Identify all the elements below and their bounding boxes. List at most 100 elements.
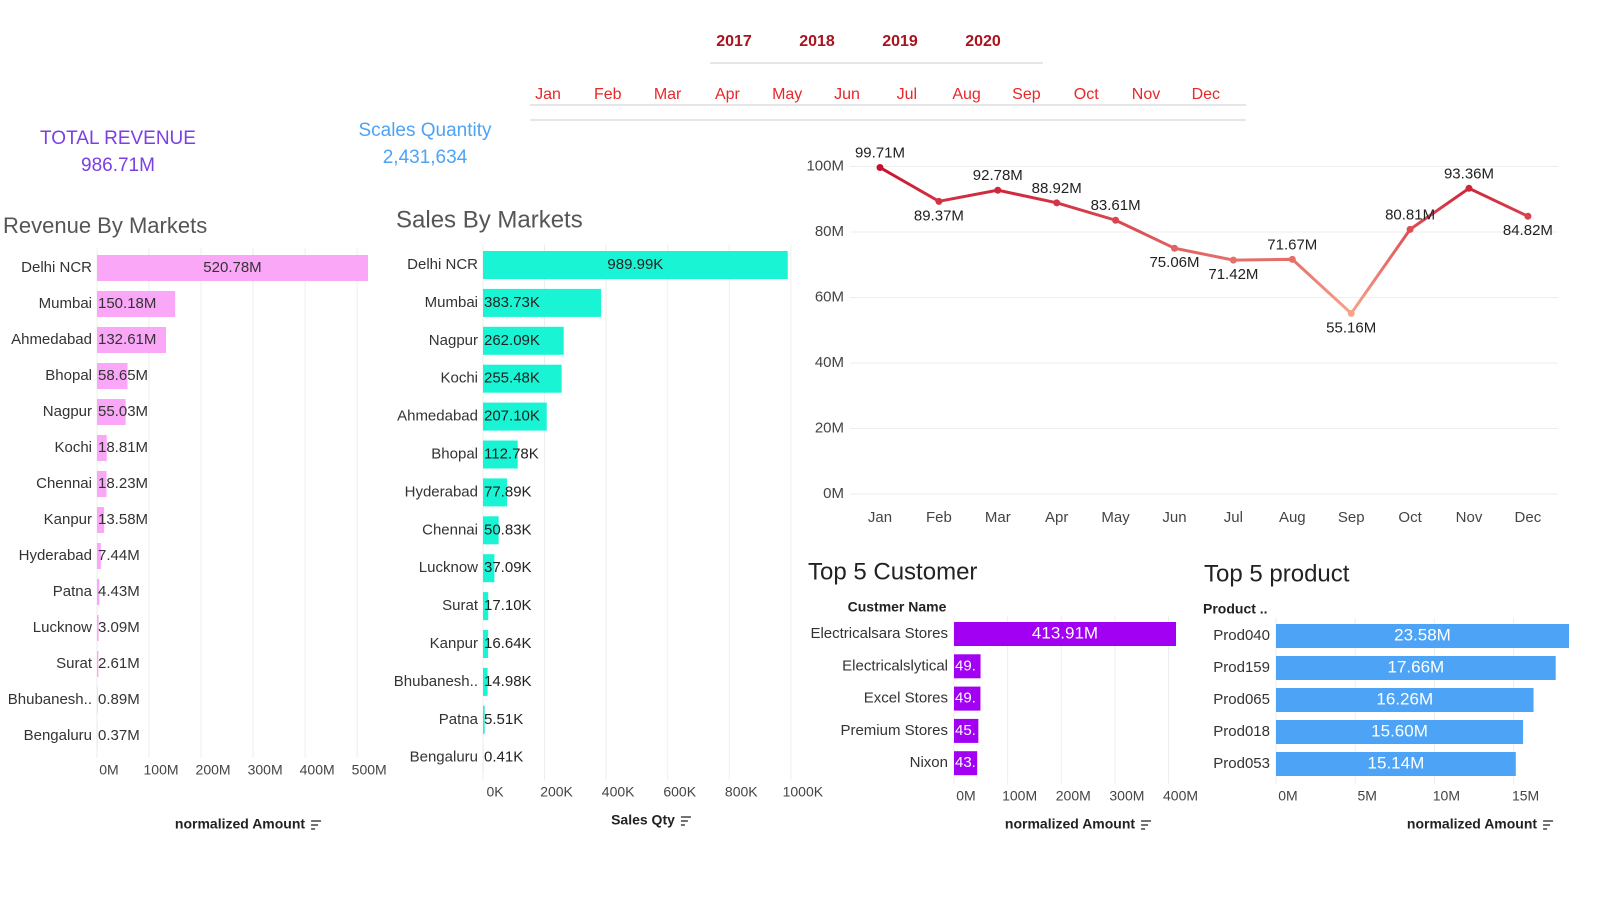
- x-tick-label: 400M: [1163, 788, 1198, 804]
- value-label: 0.41K: [484, 749, 523, 766]
- month-filter[interactable]: May: [772, 86, 802, 103]
- kpi-value: 986.71M: [81, 155, 155, 176]
- category-label: Prod159: [1213, 659, 1270, 676]
- value-label: 17.10K: [484, 597, 532, 614]
- kpi-label: TOTAL REVENUE: [40, 128, 196, 149]
- category-label: Patna: [439, 711, 479, 728]
- month-filter[interactable]: Jan: [535, 86, 561, 103]
- bar: [97, 507, 105, 533]
- bar: [954, 751, 978, 776]
- category-label: Bhopal: [45, 367, 92, 384]
- category-label: Prod018: [1213, 723, 1270, 740]
- category-label: Prod053: [1213, 755, 1270, 772]
- y-tick-label: 80M: [815, 223, 844, 240]
- y-tick-label: 0M: [823, 485, 844, 502]
- x-tick-label: 200M: [196, 762, 231, 778]
- value-label: 5.51K: [484, 711, 523, 728]
- value-label: 520.78M: [203, 259, 261, 276]
- value-label: 50.83K: [484, 521, 532, 538]
- category-label: Electricalsara Stores: [810, 625, 948, 642]
- x-tick-label: Dec: [1515, 509, 1542, 526]
- bar: [483, 478, 507, 507]
- kpi-value: 2,431,634: [383, 147, 468, 168]
- sort-icon[interactable]: [311, 820, 322, 830]
- bar: [97, 579, 100, 605]
- x-tick-label: 100M: [144, 762, 179, 778]
- point: [1112, 216, 1120, 224]
- x-tick-label: 100M: [1002, 788, 1037, 804]
- bar: [483, 554, 495, 583]
- category-label: Chennai: [36, 475, 92, 492]
- y-axis-title: Custmer Name: [848, 599, 947, 615]
- bar: [483, 288, 602, 317]
- chart-title: Top 5 Customer: [808, 558, 977, 585]
- value-label: 55.03M: [98, 403, 148, 420]
- value-label: 0.89M: [98, 691, 140, 708]
- category-label: Premium Stores: [840, 722, 948, 739]
- sort-icon[interactable]: [1543, 820, 1554, 830]
- month-filter[interactable]: Apr: [715, 86, 741, 103]
- value-label: 3.09M: [98, 619, 140, 636]
- value-label: 43.: [955, 754, 976, 771]
- bar: [1276, 720, 1524, 744]
- category-label: Lucknow: [33, 619, 92, 636]
- value-label: 15.14M: [1368, 753, 1425, 772]
- x-tick-label: 300M: [248, 762, 283, 778]
- month-filter[interactable]: Dec: [1192, 86, 1220, 103]
- x-tick-label: Jan: [868, 509, 892, 526]
- value-label: 99.71M: [855, 144, 905, 161]
- category-label: Patna: [53, 583, 93, 600]
- value-label: 18.23M: [98, 475, 148, 492]
- value-label: 4.43M: [98, 583, 140, 600]
- sort-icon[interactable]: [680, 816, 691, 826]
- value-label: 16.26M: [1376, 689, 1433, 708]
- bar: [954, 686, 981, 711]
- year-filter[interactable]: 2019: [882, 33, 918, 50]
- category-label: Ahmedabad: [397, 408, 478, 425]
- year-filter[interactable]: 2020: [965, 33, 1001, 50]
- month-filter[interactable]: Oct: [1074, 86, 1099, 103]
- bar: [97, 435, 107, 461]
- month-filter[interactable]: Feb: [594, 86, 622, 103]
- category-label: Ahmedabad: [11, 331, 92, 348]
- bar: [97, 255, 368, 281]
- x-tick-label: Apr: [1045, 509, 1068, 526]
- bar: [483, 364, 562, 393]
- bar: [483, 516, 499, 545]
- x-tick-label: 0M: [1278, 788, 1297, 804]
- bar: [483, 326, 564, 355]
- bar: [483, 630, 489, 658]
- value-label: 413.91M: [1032, 623, 1098, 642]
- month-filter[interactable]: Mar: [654, 86, 682, 103]
- x-tick-label: 15M: [1512, 788, 1539, 804]
- bar: [97, 327, 167, 353]
- year-filter[interactable]: 2018: [799, 33, 835, 50]
- bar: [97, 615, 99, 641]
- month-filter[interactable]: Sep: [1012, 86, 1041, 103]
- month-filter[interactable]: Jun: [834, 86, 860, 103]
- category-label: Electricalslytical: [842, 657, 948, 674]
- sort-icon[interactable]: [1141, 820, 1152, 830]
- x-tick-label: 0M: [99, 762, 118, 778]
- month-filter[interactable]: Nov: [1132, 86, 1160, 103]
- x-tick-label: 400K: [602, 784, 635, 800]
- month-filter[interactable]: Aug: [952, 86, 980, 103]
- category-label: Nagpur: [43, 403, 92, 420]
- category-label: Bengaluru: [410, 749, 478, 766]
- bar: [1276, 624, 1569, 648]
- chart-title: Sales By Markets: [396, 206, 583, 233]
- x-tick-label: 10M: [1433, 788, 1460, 804]
- bar: [1276, 656, 1556, 680]
- bar: [97, 291, 176, 317]
- year-filter[interactable]: 2017: [716, 33, 752, 50]
- line: [879, 166, 1529, 316]
- category-label: Bhubanesh..: [8, 691, 92, 708]
- value-label: 45.: [955, 722, 976, 739]
- y-tick-label: 20M: [815, 419, 844, 436]
- value-label: 37.09K: [484, 559, 532, 576]
- month-filter[interactable]: Jul: [897, 86, 917, 103]
- x-tick-label: Feb: [926, 509, 952, 526]
- point: [1406, 225, 1414, 233]
